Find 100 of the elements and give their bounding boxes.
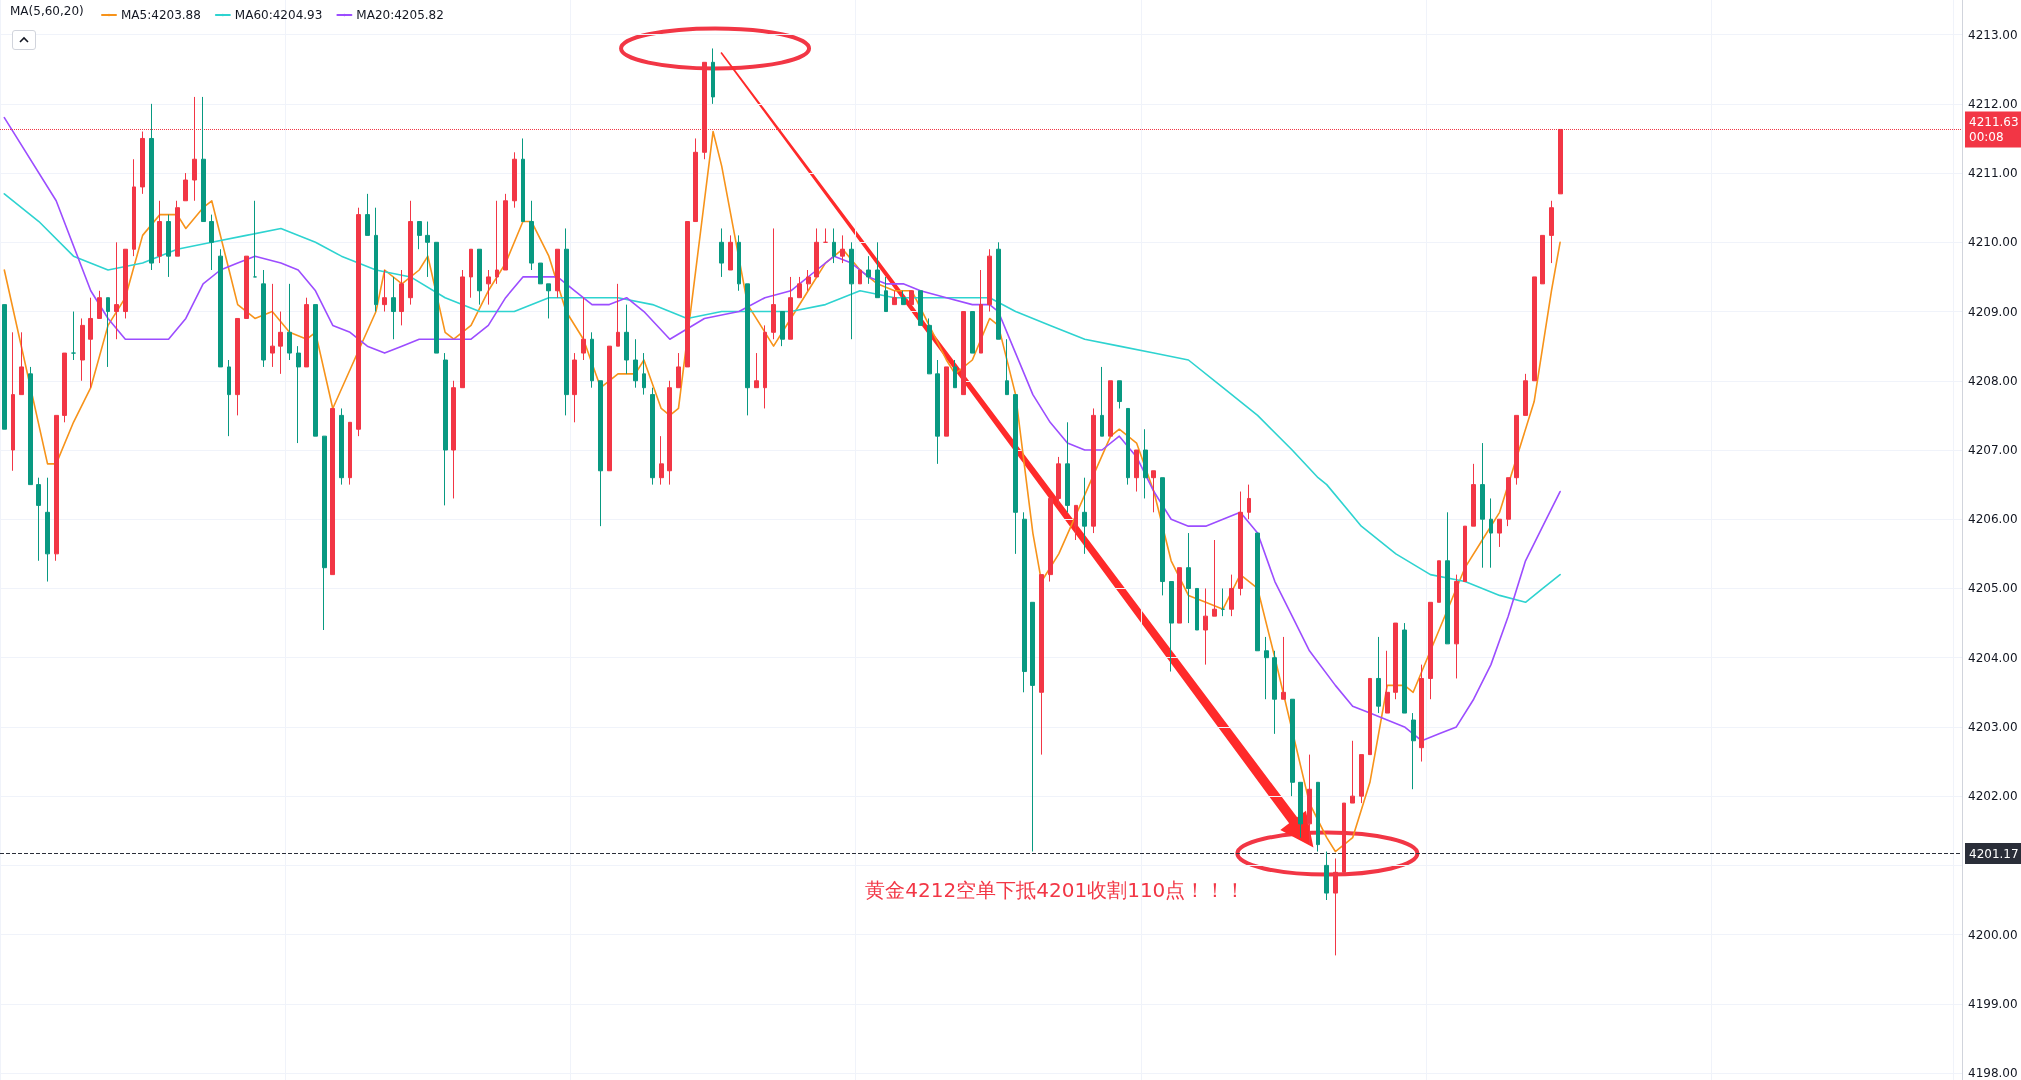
y-tick-label: 4203.00	[1968, 719, 2018, 734]
candlestick	[106, 297, 110, 368]
candlestick	[797, 276, 802, 299]
candlestick	[901, 290, 906, 306]
candlestick	[486, 269, 491, 306]
line-series	[3, 116, 1561, 742]
candlestick	[1333, 857, 1338, 956]
candlestick	[434, 241, 439, 354]
candlestick	[1247, 484, 1251, 520]
candlestick	[417, 221, 422, 250]
candlestick	[1264, 636, 1269, 700]
candlestick	[719, 227, 724, 278]
candlestick	[1290, 698, 1295, 797]
candlestick	[1523, 373, 1528, 416]
candlestick	[633, 338, 638, 389]
candlestick	[1022, 511, 1027, 693]
candlestick	[1489, 497, 1493, 569]
candlestick	[391, 276, 396, 340]
candlestick	[45, 477, 50, 583]
candlestick	[1074, 504, 1078, 541]
candlestick	[849, 241, 854, 340]
candlestick	[780, 311, 785, 347]
candlestick	[1255, 532, 1260, 652]
candlestick	[495, 200, 499, 285]
candlestick	[304, 297, 309, 368]
candlestick	[814, 227, 819, 278]
candlestick	[1056, 456, 1061, 506]
candlestick	[823, 227, 828, 243]
candlestick	[330, 407, 335, 576]
candlestick	[114, 241, 119, 340]
candlestick	[521, 137, 525, 223]
candlestick	[538, 262, 543, 285]
candlestick	[1100, 366, 1104, 437]
candlestick	[771, 227, 776, 340]
candlestick	[1506, 477, 1511, 527]
candlestick	[616, 283, 620, 347]
candlestick	[1091, 407, 1096, 534]
candlestick	[451, 380, 456, 499]
candlestick	[918, 290, 923, 326]
candlestick	[693, 137, 698, 223]
candlestick	[62, 352, 67, 423]
candlestick	[624, 304, 629, 375]
candlestick	[1437, 560, 1441, 603]
candlestick	[356, 207, 361, 437]
candlestick	[11, 331, 15, 472]
candlestick	[1549, 200, 1554, 264]
y-tick-label: 4208.00	[1968, 373, 2018, 388]
candlestick	[875, 241, 880, 299]
candlestick	[970, 311, 975, 354]
annotation: 黄金4212空单下抵4201收割110点！！！	[865, 877, 1246, 902]
candlestick	[1134, 449, 1139, 493]
candlestick	[399, 269, 404, 326]
candlestick	[365, 193, 370, 236]
y-tick-label: 4205.00	[1968, 581, 2018, 596]
candlestick	[88, 297, 93, 389]
candlestick	[339, 407, 344, 486]
candlestick	[996, 241, 1001, 340]
candlestick	[590, 331, 594, 389]
candlestick	[840, 234, 845, 264]
candlestick	[1203, 587, 1208, 666]
candlestick	[745, 283, 750, 416]
candlestick	[1177, 567, 1182, 624]
candlestick	[132, 158, 136, 257]
candlestick	[1151, 470, 1156, 513]
candlestick	[832, 227, 836, 264]
candlestick	[140, 131, 145, 195]
y-tick-label: 4212.00	[1968, 96, 2018, 111]
ref-line-label: 4211.63 00:08	[1969, 114, 2019, 144]
candlestick	[1385, 650, 1390, 714]
candlestick	[183, 172, 188, 202]
candlestick	[1030, 601, 1035, 853]
candlestick	[667, 380, 672, 486]
candlestick	[1082, 477, 1087, 555]
candlestick	[1186, 532, 1191, 624]
candlestick	[979, 269, 983, 354]
candlestick	[1540, 234, 1545, 285]
candlestick	[598, 380, 603, 527]
candlestick	[348, 421, 352, 486]
candlestick	[1316, 781, 1320, 853]
y-tick-label: 4204.00	[1968, 650, 2018, 665]
candlestick	[443, 352, 448, 506]
candlestick	[80, 317, 85, 382]
candlestick	[1238, 491, 1243, 596]
candlestick	[892, 290, 897, 306]
candlestick	[866, 255, 871, 285]
candlestick	[1281, 636, 1286, 700]
candlestick	[218, 248, 223, 368]
candlestick	[1143, 428, 1148, 499]
candlestick	[1169, 581, 1174, 673]
candlestick	[659, 435, 664, 486]
candlestick	[408, 200, 413, 306]
candlestick	[953, 359, 957, 389]
candlestick	[884, 276, 888, 313]
candlestick	[1039, 574, 1044, 756]
candlestick	[1514, 414, 1519, 486]
y-tick-label: 4199.00	[1968, 996, 2018, 1011]
candlestick	[1221, 587, 1225, 617]
candlestick	[425, 221, 430, 278]
candlestick	[650, 387, 655, 486]
candlestick	[313, 304, 318, 437]
